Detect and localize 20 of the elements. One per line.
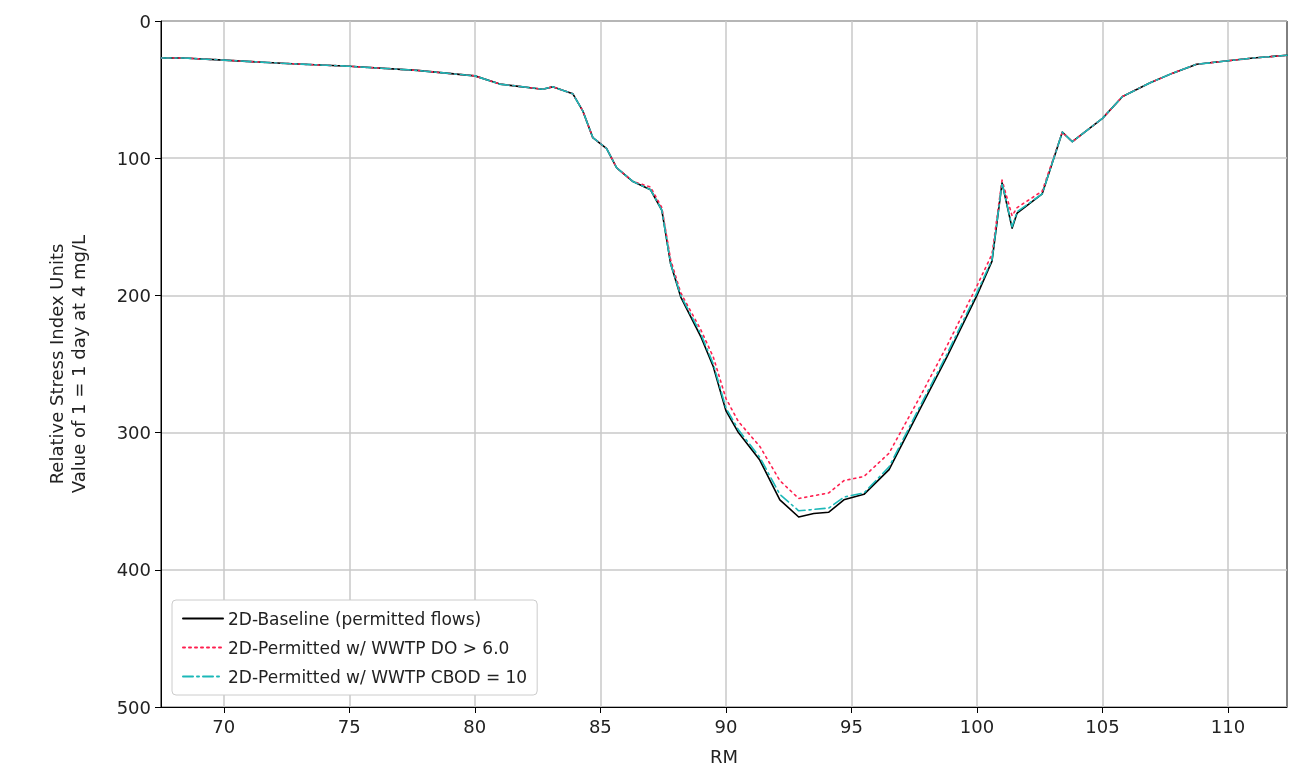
x-tick-label: 90 [714, 715, 738, 737]
y-tick-label: 300 [116, 422, 151, 444]
x-axis-title: RM [709, 745, 739, 767]
legend-label: 2D-Baseline (permitted flows) [228, 608, 482, 629]
legend-label: 2D-Permitted w/ WWTP DO > 6.0 [228, 637, 510, 658]
x-tick-label: 100 [959, 715, 995, 737]
y-tick-label: 0 [139, 10, 151, 32]
x-tick-label: 110 [1210, 715, 1246, 737]
y-tick-label: 100 [116, 147, 151, 169]
y-tick-label: 400 [116, 559, 151, 581]
x-tick-label: 105 [1085, 715, 1120, 737]
legend-label: 2D-Permitted w/ WWTP CBOD = 10 [228, 666, 528, 687]
y-tick-label: 500 [116, 696, 151, 718]
x-tick-label: 95 [839, 715, 863, 737]
x-tick-label: 75 [337, 715, 361, 737]
y-tick-label: 200 [116, 284, 151, 306]
x-tick-label: 80 [463, 715, 487, 737]
x-tick-label: 85 [588, 715, 612, 737]
x-tick-label: 70 [212, 715, 236, 737]
y-axis-title: Relative Stress Index Units Value of 1 = 1 day at 4 mg/L [45, 234, 89, 494]
